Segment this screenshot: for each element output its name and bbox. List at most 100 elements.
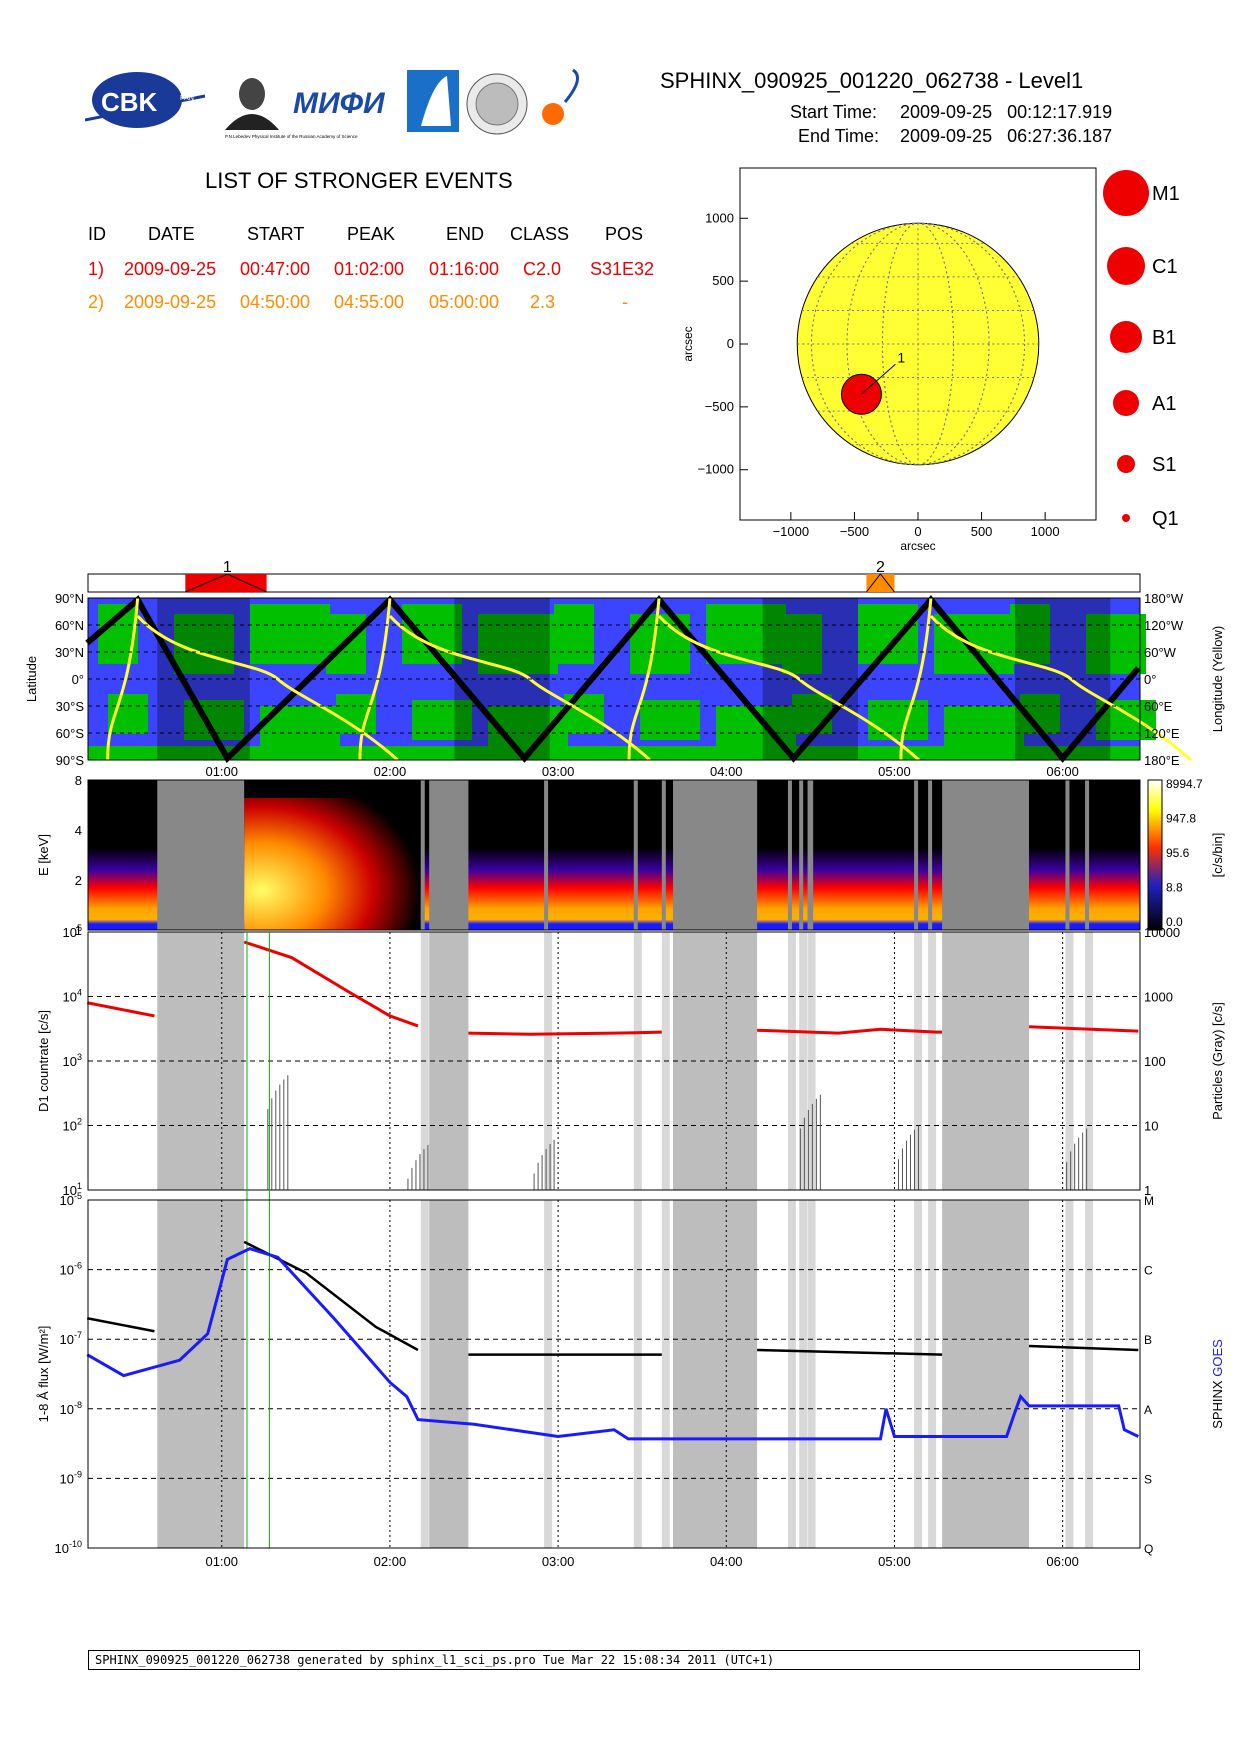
data-gap [661, 780, 666, 930]
particles-tick-label: 10000 [1144, 925, 1180, 940]
data-gap [673, 932, 758, 1190]
time-tick-label: 03:00 [542, 764, 575, 779]
flux-axis-label: 1-8 Å flux [W/m²] [36, 1326, 51, 1423]
goes-class-label: Q [1144, 1542, 1153, 1556]
countrate-line [86, 1001, 155, 1018]
data-gap [673, 1200, 758, 1548]
energy-axis-label: E [keV] [36, 834, 51, 876]
event-interval [866, 574, 895, 592]
colorbar-tick-label: 947.8 [1166, 812, 1196, 826]
sun-spiral-logo [542, 68, 579, 125]
col-id: ID [88, 224, 106, 244]
orbit-y-tick-label: 90°N [55, 591, 84, 606]
y-tick-label: −1000 [697, 462, 734, 477]
saa-region [174, 614, 234, 674]
goes-class-label: B [1144, 1333, 1152, 1347]
saa-region [944, 706, 1024, 746]
data-gap [914, 780, 919, 930]
data-gap [807, 1200, 816, 1548]
longitude-line [358, 597, 392, 761]
event-row: 2) 2009-09-25 04:50:00 04:55:00 05:00:00… [0, 292, 700, 314]
event-peak: 04:55:00 [334, 292, 405, 312]
time-tick-label: 05:00 [878, 764, 911, 779]
goes-class-label: S [1144, 1472, 1152, 1486]
data-gap [157, 1200, 245, 1548]
institution-logos: CBK PAN P.N.Lebedev Physical Institute o… [85, 68, 579, 139]
saa-region [1086, 614, 1146, 674]
saa-region [250, 604, 330, 664]
particles-axis-label: Particles (Gray) [c/s] [1210, 1002, 1225, 1120]
y-tick-label: 0 [727, 336, 734, 351]
countrate-tick-label: 102 [63, 1117, 82, 1134]
countrate-line [243, 940, 419, 1028]
flux-legend-label: SPHINX GOES [1210, 1339, 1225, 1429]
colorbar-label: [c/s/bin] [1210, 833, 1225, 878]
lebedev-caption: P.N.Lebedev Physical Institute of the Ru… [225, 134, 358, 139]
goes-class-label: A [1144, 1403, 1152, 1417]
event-peak-marker [866, 573, 895, 593]
data-gap [420, 1200, 429, 1548]
colorbar-tick-label: 95.6 [1166, 846, 1190, 860]
y-axis-label: arcsec [681, 326, 695, 361]
orbit-y-tick-label: 60°N [55, 618, 84, 633]
polar-region [88, 746, 1140, 760]
data-gap [942, 1200, 1030, 1548]
orbit-y2-tick-label: 0° [1144, 672, 1156, 687]
event-leader [861, 363, 896, 395]
time-tick-label: 01:00 [205, 764, 238, 779]
energy-tick-label: 8 [75, 773, 82, 788]
data-gap [157, 780, 245, 930]
time-tick-label: 04:00 [710, 1554, 743, 1569]
cbk-logo-sub: PAN [180, 95, 194, 102]
start-time-label: Start Time: [790, 102, 878, 122]
col-peak: PEAK [347, 224, 396, 244]
orbit-y2-tick-label: 180°W [1144, 591, 1184, 606]
data-gap [787, 780, 792, 930]
x-axis-label: arcsec [900, 539, 935, 553]
orbit-y2-label: Longitude (Yellow) [1210, 626, 1225, 732]
flux-tick-label: 10-7 [60, 1330, 82, 1347]
data-gap [799, 780, 804, 930]
particles-tick-label: 100 [1144, 1054, 1166, 1069]
solar-disk-map: 1 −1000 −500 0 500 1000 1000 500 0 −500 −1000 arcse… [681, 167, 1180, 553]
lebedev-portrait: P.N.Lebedev Physical Institute of the Ru… [225, 78, 358, 139]
x-tick-label: 1000 [1031, 524, 1060, 539]
data-gap [429, 1200, 469, 1548]
flux-tick-label: 10-5 [60, 1191, 82, 1208]
countrate-line [757, 1027, 943, 1035]
y-tick-label: 500 [712, 273, 734, 288]
longitude-line [627, 597, 661, 761]
y-tick-label: 1000 [705, 210, 734, 225]
time-tick-label: 03:00 [542, 1554, 575, 1569]
legend-marker [1107, 247, 1145, 285]
legend-marker [1122, 514, 1130, 522]
orbit-y2-tick-label: 60°W [1144, 645, 1177, 660]
event-interval [185, 574, 267, 592]
legend-label: B1 [1152, 327, 1176, 349]
cbk-logo: CBK PAN [85, 72, 206, 128]
event-start: 00:47:00 [240, 259, 311, 279]
time-tick-label: 02:00 [374, 1554, 407, 1569]
orbit-y-tick-label: 90°S [56, 753, 85, 768]
goes-class-label: C [1144, 1264, 1153, 1278]
end-time-value: 2009-09-25 06:27:36.187 [900, 126, 1113, 146]
data-gap [799, 1200, 808, 1548]
event-row: 1) 2009-09-25 00:47:00 01:02:00 01:16:00… [0, 259, 700, 281]
data-gap [928, 1200, 937, 1548]
event-peak: 01:02:00 [334, 259, 405, 279]
time-tick-label: 02:00 [374, 764, 407, 779]
col-date: DATE [148, 224, 195, 244]
legend-marker [1113, 390, 1139, 416]
particles-tick-label: 1000 [1144, 990, 1173, 1005]
legend-label: Q1 [1152, 508, 1179, 530]
mifi-logo-text: МИФИ [293, 87, 386, 120]
sphinx-flux-line [86, 1317, 155, 1333]
event-marker-label: 1 [897, 349, 905, 365]
goes-flux-line [86, 1247, 1139, 1441]
data-gap [544, 1200, 553, 1548]
energy-tick-label: 4 [75, 823, 82, 838]
energy-tick-label: 1 [75, 923, 82, 938]
sphinx-flux-line [243, 1240, 419, 1352]
time-tick-label: 01:00 [205, 1554, 238, 1569]
event-end: 01:16:00 [429, 259, 500, 279]
